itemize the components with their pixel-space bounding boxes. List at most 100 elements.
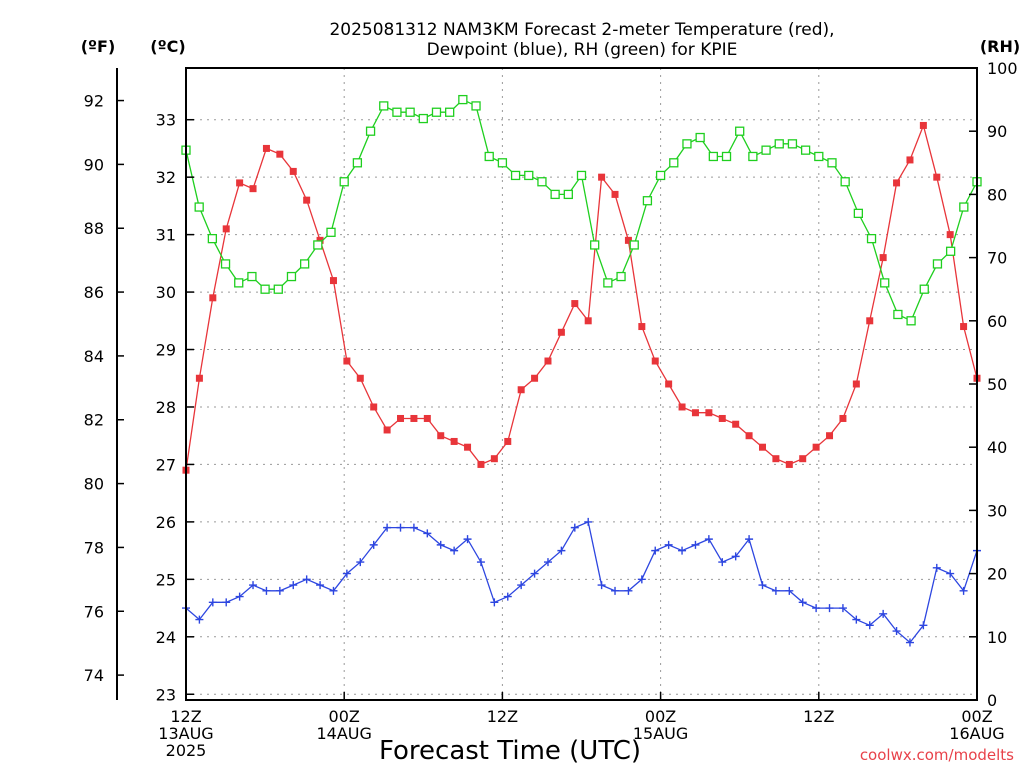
- dewpoint-point: [409, 523, 418, 532]
- dewpoint-point: [329, 586, 338, 595]
- celsius-tick-label: 29: [156, 341, 176, 360]
- x-tick-label: 13AUG: [158, 724, 213, 743]
- rh-point: [906, 316, 916, 326]
- temperature-point: [450, 437, 458, 445]
- celsius-unit-label: (ºC): [150, 37, 185, 56]
- dewpoint-point: [476, 558, 485, 567]
- rh-point: [537, 177, 547, 187]
- chart-title-line2: Dewpoint (blue), RH (green) for KPIE: [427, 40, 738, 60]
- fahrenheit-tick-label: 82: [84, 411, 104, 430]
- dewpoint-point: [959, 586, 968, 595]
- temperature-point: [356, 374, 364, 382]
- dewpoint-point: [208, 598, 217, 607]
- temperature-point: [826, 432, 834, 440]
- rh-series: [181, 94, 982, 326]
- dewpoint-point: [450, 546, 459, 555]
- rh-tick-label: 0: [987, 691, 997, 710]
- temperature-point: [893, 179, 901, 187]
- rh-point: [365, 126, 376, 136]
- temperature-point: [303, 196, 311, 204]
- rh-point: [247, 271, 257, 282]
- temperature-point: [611, 190, 619, 198]
- rh-point: [721, 151, 732, 162]
- rh-point: [603, 278, 613, 288]
- rh-tick-label: 60: [987, 312, 1007, 331]
- dewpoint-point: [222, 598, 231, 607]
- temperature-point: [383, 426, 391, 434]
- dewpoint-point: [584, 517, 593, 526]
- temperature-point: [410, 414, 418, 422]
- rh-point: [748, 151, 758, 162]
- x-tick-label: 16AUG: [949, 724, 1004, 743]
- rh-point: [458, 94, 468, 105]
- dewpoint-line: [185, 520, 978, 644]
- dewpoint-point: [517, 581, 526, 590]
- fahrenheit-tick-label: 86: [84, 283, 104, 302]
- dewpoint-point: [905, 638, 914, 647]
- temperature-point: [289, 167, 297, 175]
- x-tick-label: 12Z: [170, 707, 201, 726]
- dewpoint-point: [892, 627, 901, 636]
- dewpoint-point: [771, 586, 780, 595]
- dewpoint-point: [838, 604, 847, 613]
- rh-point: [576, 170, 587, 181]
- temperature-point: [557, 328, 565, 336]
- rh-point: [497, 158, 508, 168]
- rh-point: [392, 107, 402, 117]
- rh-point: [642, 196, 653, 206]
- chart-title-line1: 2025081312 NAM3KM Forecast 2-meter Tempe…: [329, 20, 834, 40]
- dewpoint-point: [825, 604, 834, 613]
- temperature-point: [665, 380, 673, 388]
- dewpoint-point: [302, 575, 311, 584]
- x-axis-label: Forecast Time (UTC): [379, 736, 641, 766]
- dewpoint-point: [879, 609, 888, 618]
- dewpoint-point: [932, 563, 941, 572]
- temperature-point: [772, 455, 780, 463]
- temperature-point: [718, 414, 726, 422]
- rh-point: [471, 101, 481, 111]
- rh-tick-label: 50: [987, 375, 1007, 394]
- rh-point: [563, 189, 573, 200]
- rh-point: [682, 139, 692, 149]
- data-series: [181, 94, 982, 647]
- temperature-point: [437, 432, 445, 440]
- temperature-point: [624, 236, 632, 244]
- dewpoint-point: [289, 581, 298, 590]
- dewpoint-point: [704, 535, 713, 544]
- temperature-point: [691, 409, 699, 417]
- celsius-tick-label: 30: [156, 283, 176, 302]
- rh-point: [893, 309, 903, 320]
- rh-tick-label: 100: [987, 59, 1018, 78]
- temperature-point: [276, 150, 284, 158]
- rh-point: [524, 170, 534, 181]
- x-tick-label: 15AUG: [633, 724, 688, 743]
- rh-point: [629, 240, 639, 250]
- rh-point: [220, 259, 231, 269]
- fahrenheit-tick-label: 78: [84, 538, 104, 557]
- source-credit: coolwx.com/modelts: [860, 746, 1014, 764]
- rh-tick-label: 30: [987, 501, 1007, 520]
- x-tick-label: 00Z: [645, 707, 676, 726]
- rh-point: [352, 158, 363, 168]
- dewpoint-point: [758, 581, 767, 590]
- celsius-tick-label: 24: [156, 628, 176, 647]
- temperature-point: [464, 443, 472, 451]
- temperature-point: [397, 414, 405, 422]
- rh-point: [194, 202, 204, 212]
- temperature-point: [758, 443, 766, 451]
- rh-tick-label: 70: [987, 249, 1007, 268]
- rh-point: [774, 139, 784, 149]
- x-tick-label: 00Z: [329, 707, 360, 726]
- celsius-tick-label: 23: [156, 685, 176, 704]
- x-tick-label: 2025: [166, 741, 207, 760]
- fahrenheit-tick-label: 92: [84, 92, 104, 111]
- fahrenheit-tick-label: 88: [84, 219, 104, 238]
- rh-point: [827, 158, 837, 168]
- dewpoint-point: [798, 598, 807, 607]
- rh-point: [418, 113, 428, 124]
- temperature-point: [906, 156, 914, 164]
- dewpoint-point: [356, 558, 365, 567]
- temperature-point: [584, 317, 592, 325]
- rh-point: [510, 170, 521, 181]
- temperature-point: [477, 460, 485, 468]
